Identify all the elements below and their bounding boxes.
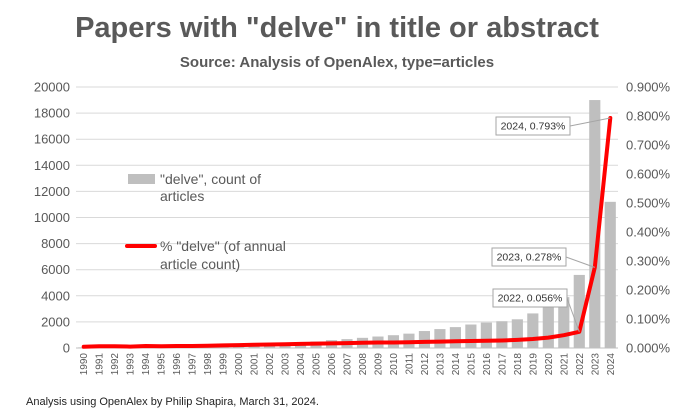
line-series <box>81 116 613 349</box>
x-tick-label: 2013 <box>435 353 446 376</box>
x-tick-label: 2018 <box>513 353 524 376</box>
bar <box>418 331 431 348</box>
left-tick-label: 18000 <box>34 106 70 121</box>
bar-series <box>78 100 616 348</box>
x-tick-label: 1993 <box>126 353 137 376</box>
annotation-box <box>492 288 568 308</box>
annotation-label: 2023, 0.278% <box>497 252 562 264</box>
x-tick-label: 2021 <box>559 353 570 376</box>
x-tick-label: 2012 <box>420 353 431 376</box>
x-tick-label: 2015 <box>466 353 477 376</box>
annotation-leader <box>569 117 611 127</box>
x-tick-label: 2011 <box>404 353 415 375</box>
left-tick-label: 12000 <box>34 184 70 199</box>
x-tick-label: 2008 <box>358 353 369 376</box>
annotations: 2022, 0.056% 2023, 0.278% 2024, 0.793% <box>491 116 611 332</box>
x-tick-label: 2009 <box>373 353 384 376</box>
right-tick-label: 0.300% <box>626 254 671 269</box>
right-tick-label: 0.000% <box>626 341 671 356</box>
right-tick-label: 0.400% <box>626 225 671 240</box>
bar <box>527 313 539 348</box>
annotation-label: 2022, 0.056% <box>498 293 563 305</box>
x-tick-label: 2001 <box>250 353 261 376</box>
bar <box>480 322 492 348</box>
x-tick-label: 2017 <box>497 353 508 376</box>
bar <box>558 297 570 348</box>
right-tick-label: 0.200% <box>626 283 671 298</box>
left-tick-label: 16000 <box>34 132 70 147</box>
x-tick-label: 1990 <box>79 353 90 376</box>
x-axis-ticks: 1990 1991 1992 1993 1994 1995 1996 1997 1998 1999… <box>79 353 617 376</box>
x-tick-label: 2014 <box>451 353 462 376</box>
x-tick-label: 2022 <box>575 353 586 376</box>
x-tick-label: 1994 <box>141 353 152 376</box>
chart-title: Papers with "delve" in title or abstract <box>75 12 599 44</box>
left-tick-label: 20000 <box>34 80 70 95</box>
bar <box>496 321 508 348</box>
left-tick-label: 8000 <box>41 236 70 251</box>
right-tick-label: 0.900% <box>626 80 671 95</box>
chart-subtitle: Source: Analysis of OpenAlex, type=artic… <box>179 54 495 71</box>
x-tick-label: 1996 <box>172 353 183 376</box>
x-tick-label: 2024 <box>606 353 617 376</box>
legend-bar-label: "delve", count of <box>160 171 261 187</box>
annotation-leader <box>566 297 580 332</box>
x-tick-label: 2003 <box>281 353 292 376</box>
x-tick-label: 1992 <box>110 353 121 376</box>
x-tick-label: 2004 <box>296 353 307 376</box>
x-tick-label: 2002 <box>265 353 276 376</box>
bar <box>542 306 554 348</box>
x-tick-label: 1998 <box>203 353 214 376</box>
right-tick-label: 0.700% <box>626 138 671 153</box>
right-axis-ticks: 0.000% 0.100% 0.200% 0.300% 0.400% 0.500% 0.60… <box>626 80 671 356</box>
bar <box>589 100 601 348</box>
x-tick-label: 1999 <box>219 353 230 376</box>
left-tick-label: 2000 <box>41 314 70 329</box>
right-tick-label: 0.100% <box>626 312 671 327</box>
annotation-leader <box>565 256 595 268</box>
x-tick-label: 1997 <box>188 353 199 376</box>
x-tick-label: 2023 <box>590 353 601 376</box>
x-tick-label: 2006 <box>327 353 338 376</box>
left-tick-label: 0 <box>63 341 70 356</box>
annotation-label: 2024, 0.793% <box>501 121 566 133</box>
legend-bar-label: articles <box>160 188 204 204</box>
bar <box>573 274 585 348</box>
bar <box>449 327 461 348</box>
x-tick-label: 2010 <box>389 353 400 376</box>
x-tick-label: 1991 <box>95 353 106 376</box>
left-tick-label: 6000 <box>41 262 70 277</box>
x-tick-label: 2019 <box>528 353 539 376</box>
right-tick-label: 0.800% <box>626 109 671 124</box>
left-tick-label: 10000 <box>34 210 70 225</box>
annotation-box <box>491 247 567 267</box>
legend-line-label: % "delve" (of annual <box>160 238 286 254</box>
right-tick-label: 0.600% <box>626 167 671 182</box>
legend-bar-swatch <box>128 174 155 184</box>
x-tick-label: 2007 <box>343 353 354 376</box>
bar <box>434 329 446 348</box>
left-tick-label: 14000 <box>34 158 70 173</box>
annotation-box <box>495 116 571 136</box>
x-tick-label: 2020 <box>544 353 555 376</box>
bar <box>511 319 523 348</box>
bar <box>465 324 477 348</box>
left-axis-ticks: 0 2000 4000 6000 8000 10000 12000 14000 16000 180… <box>34 80 70 356</box>
series-line <box>81 116 613 349</box>
right-tick-label: 0.500% <box>626 196 671 211</box>
legend-line-label: article count) <box>160 256 240 272</box>
x-tick-label: 2000 <box>234 353 245 376</box>
x-tick-label: 2016 <box>482 353 493 376</box>
bar <box>604 201 616 348</box>
left-tick-label: 4000 <box>41 288 70 303</box>
x-tick-label: 2005 <box>312 353 323 376</box>
x-tick-label: 1995 <box>157 353 168 376</box>
footer-note: Analysis using OpenAlex by Philip Shapir… <box>26 396 319 408</box>
